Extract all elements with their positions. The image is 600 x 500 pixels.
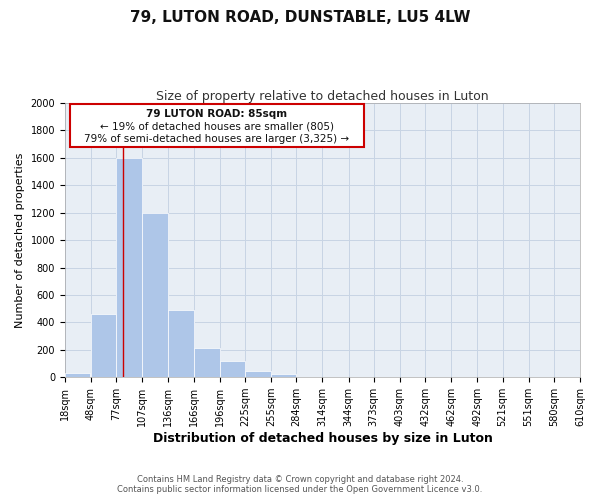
- Bar: [245, 371, 271, 377]
- FancyBboxPatch shape: [70, 104, 364, 147]
- Bar: [91, 314, 116, 377]
- Text: Contains public sector information licensed under the Open Government Licence v3: Contains public sector information licen…: [118, 486, 482, 494]
- Bar: [271, 374, 296, 377]
- Bar: [65, 373, 90, 377]
- X-axis label: Distribution of detached houses by size in Luton: Distribution of detached houses by size …: [152, 432, 493, 445]
- Text: 79, LUTON ROAD, DUNSTABLE, LU5 4LW: 79, LUTON ROAD, DUNSTABLE, LU5 4LW: [130, 10, 470, 25]
- Bar: [116, 158, 142, 377]
- Bar: [142, 212, 167, 377]
- Bar: [194, 348, 220, 377]
- Text: 79% of semi-detached houses are larger (3,325) →: 79% of semi-detached houses are larger (…: [84, 134, 349, 144]
- Y-axis label: Number of detached properties: Number of detached properties: [15, 152, 25, 328]
- Bar: [220, 361, 245, 377]
- Bar: [167, 310, 194, 377]
- Text: ← 19% of detached houses are smaller (805): ← 19% of detached houses are smaller (80…: [100, 122, 334, 132]
- Title: Size of property relative to detached houses in Luton: Size of property relative to detached ho…: [156, 90, 489, 103]
- Text: Contains HM Land Registry data © Crown copyright and database right 2024.: Contains HM Land Registry data © Crown c…: [137, 476, 463, 484]
- Text: 79 LUTON ROAD: 85sqm: 79 LUTON ROAD: 85sqm: [146, 108, 287, 118]
